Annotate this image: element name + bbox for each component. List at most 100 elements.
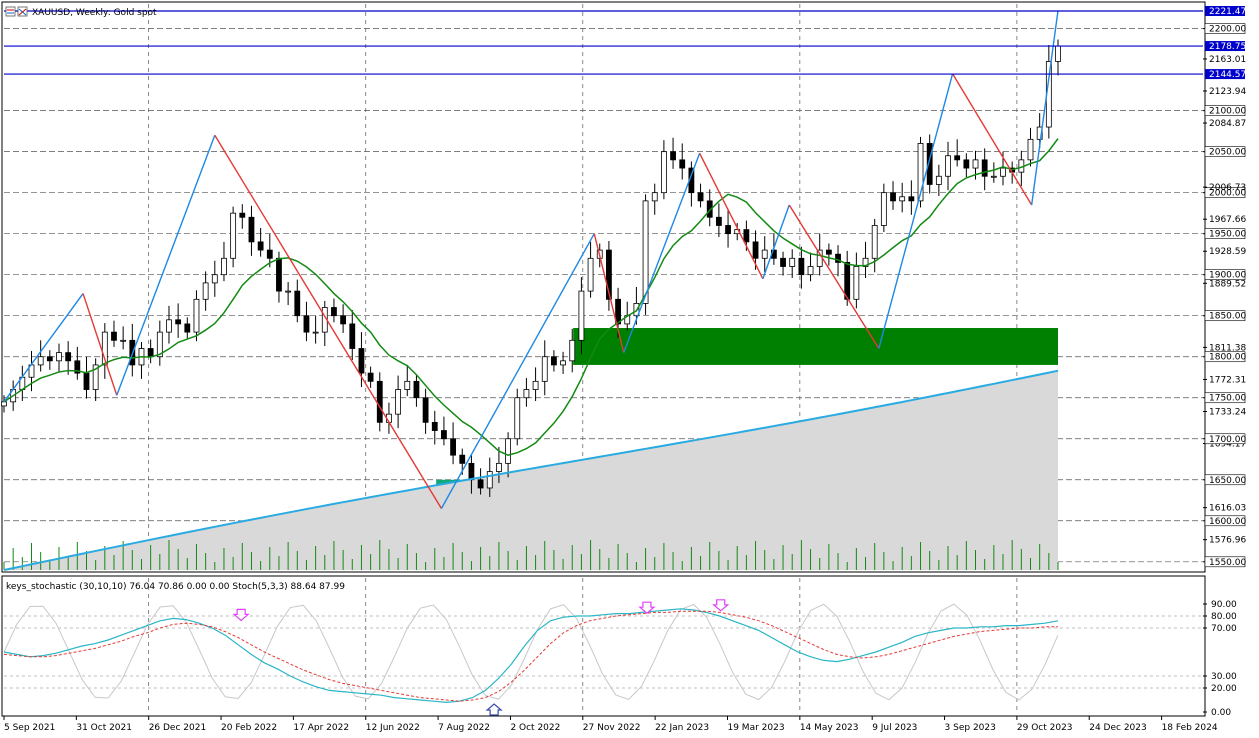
stoch-tick-label: 30.00	[1211, 672, 1237, 682]
candle-body	[1055, 45, 1061, 62]
zigzag-down-leg	[699, 152, 764, 280]
zigzag-up-leg	[623, 153, 701, 353]
candle-body	[468, 462, 475, 481]
stoch-signal-line	[3, 610, 1058, 702]
y-label-box	[1204, 556, 1246, 568]
candle-body	[862, 257, 869, 267]
candle-body	[1027, 138, 1034, 161]
zigzag-up-leg	[116, 134, 216, 396]
candle-body	[340, 315, 347, 325]
candle-body	[917, 143, 924, 202]
candle-body	[514, 397, 521, 440]
y-tick-label: 2006.73	[1209, 183, 1246, 193]
y-tick-label: 1616.03	[1209, 504, 1246, 514]
candle-body	[413, 380, 420, 399]
y-tick-label: 1928.59	[1209, 247, 1246, 257]
candle-body	[184, 323, 191, 333]
time-axis: 5 Sep 2021 31 Oct 2021 26 Dec 2021 20 Feb 2…	[3, 716, 1218, 733]
y-tick-label: 1650.00	[1209, 476, 1246, 486]
candle-body	[780, 257, 786, 267]
candle-body	[248, 216, 255, 243]
stoch-main-line	[3, 608, 1059, 704]
candle-body	[37, 356, 44, 366]
candle-body	[376, 380, 383, 423]
candle-body	[193, 298, 200, 333]
y-tick-label: 2100.00	[1209, 107, 1246, 117]
zigzag-down-leg	[952, 73, 1033, 206]
candle-body	[963, 159, 970, 169]
candle-body	[880, 192, 887, 226]
candle-body	[890, 192, 896, 202]
y-label-box	[1204, 351, 1246, 363]
candle-body	[496, 462, 502, 472]
candle-body	[147, 348, 154, 358]
candle-body	[120, 339, 127, 342]
x-tick-label: 3 Sep 2023	[945, 723, 996, 733]
chart-icon[interactable]	[5, 6, 28, 17]
candle-body	[871, 225, 878, 259]
y-label-box	[1204, 515, 1246, 527]
x-tick-label: 7 Aug 2022	[438, 723, 490, 733]
y-label-box	[1204, 23, 1246, 34]
candle-body	[935, 175, 942, 185]
chart-title: XAUUSD, Weekly: Gold spot	[32, 8, 157, 18]
y-tick-label: 1750.00	[1209, 394, 1246, 404]
y-tick-label: 2163.01	[1209, 55, 1246, 65]
candle-body	[211, 274, 218, 284]
demand-zone-1	[573, 328, 1058, 365]
candle-body	[660, 151, 667, 194]
candle-body	[404, 380, 411, 390]
y-label-box	[1204, 474, 1246, 486]
candle-body	[725, 225, 731, 235]
candle-body	[303, 315, 310, 333]
candle-body	[990, 175, 997, 178]
main-panel-frame	[1, 1, 1206, 573]
candle-body	[789, 257, 796, 267]
x-tick-label: 5 Sep 2021	[4, 723, 55, 733]
y-tick-label: 2123.94	[1209, 87, 1246, 97]
y-tick-label: 1800.00	[1209, 353, 1246, 363]
y-tick-label: 1900.00	[1209, 271, 1246, 281]
stoch-tick-label: 70.00	[1211, 624, 1237, 634]
candle-body	[367, 372, 374, 382]
x-tick-label: 19 Mar 2023	[727, 723, 784, 733]
candle-body	[221, 257, 227, 276]
y-tick-label: 1950.00	[1209, 230, 1246, 240]
y-tick-label: 2050.00	[1209, 148, 1246, 158]
candle-body	[46, 356, 53, 362]
x-tick-label: 14 May 2023	[800, 723, 859, 733]
stoch-tick-label: 0.00	[1211, 708, 1231, 718]
candle-body	[266, 249, 273, 259]
y-label-box	[1204, 392, 1246, 404]
candle-body	[65, 352, 72, 362]
candle-body	[56, 352, 62, 362]
candle-body	[156, 331, 163, 358]
ma20-line	[3, 138, 1059, 456]
candle-body	[697, 192, 704, 202]
candle-body	[981, 159, 988, 177]
candle-body	[175, 319, 182, 325]
moving-averages	[3, 138, 1059, 571]
candle-body	[83, 372, 90, 390]
candle-body	[908, 196, 915, 202]
candle-body	[642, 200, 649, 304]
y-tick-label: 1850.00	[1209, 312, 1246, 322]
stochastic-title: keys_stochastic (30,10,10) 76.04 70.86 0…	[6, 582, 345, 592]
candle-body	[715, 216, 722, 226]
candle-body	[853, 266, 860, 300]
candle-body	[954, 155, 961, 161]
x-tick-label: 26 Dec 2021	[149, 723, 207, 733]
candle-body	[395, 389, 402, 415]
x-tick-label: 24 Dec 2023	[1089, 723, 1147, 733]
candle-body	[1000, 167, 1006, 177]
candle-body	[230, 212, 237, 259]
x-tick-label: 2 Oct 2022	[510, 723, 560, 733]
candle-body	[1, 401, 7, 407]
y-tick-label: 1550.00	[1209, 558, 1246, 568]
candle-body	[101, 331, 108, 366]
candle-body	[743, 229, 750, 243]
ma200-area	[4, 370, 1058, 570]
candle-body	[312, 331, 319, 334]
